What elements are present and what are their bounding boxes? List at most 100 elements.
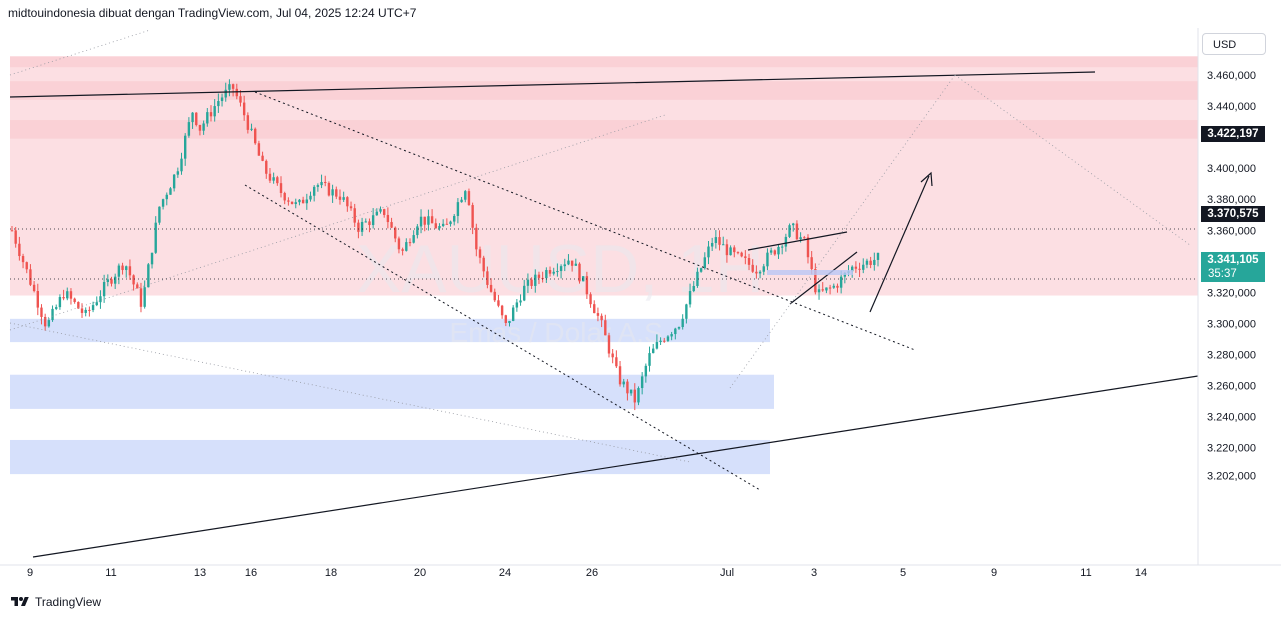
- candle-body: [567, 260, 570, 265]
- candle-body: [342, 197, 345, 200]
- candle-body: [570, 260, 574, 266]
- candle-body: [312, 186, 316, 196]
- candle-body: [497, 300, 500, 306]
- time-tick-label: 20: [414, 567, 426, 579]
- candle-body: [139, 288, 143, 307]
- candle-body: [294, 202, 297, 204]
- candle-body: [795, 223, 799, 240]
- candle-body: [685, 304, 688, 319]
- candle-body: [862, 264, 865, 270]
- candle-body: [733, 247, 736, 253]
- candle-body: [265, 160, 268, 174]
- candle-body: [176, 171, 180, 175]
- candle-body: [666, 336, 670, 341]
- candle-body: [36, 291, 39, 308]
- price-tick-label: 3.440,000: [1207, 101, 1256, 113]
- candle-body: [456, 202, 460, 216]
- candle-body: [792, 223, 795, 226]
- candle-body: [629, 389, 633, 394]
- candle-body: [596, 313, 600, 316]
- candle-body: [150, 252, 154, 265]
- price-tick-label: 3.380,000: [1207, 194, 1256, 206]
- candle-body: [261, 155, 264, 161]
- candle-body: [191, 112, 194, 123]
- candle-body: [58, 297, 62, 308]
- candle-body: [121, 265, 124, 271]
- tradingview-logo[interactable]: TradingView: [10, 595, 101, 609]
- candle-body: [276, 177, 279, 184]
- candle-body: [180, 158, 183, 172]
- candle-body: [755, 271, 758, 274]
- candle-body: [84, 309, 87, 313]
- candle-body: [500, 305, 504, 316]
- support-trendline: [32, 375, 1199, 558]
- candle-body: [21, 256, 25, 263]
- candle-body: [677, 327, 681, 329]
- candle-body: [254, 128, 257, 144]
- candle-body: [349, 206, 353, 209]
- candle-body: [62, 297, 65, 299]
- candle-body: [604, 320, 607, 336]
- supply-band-zone-1: [10, 56, 1198, 68]
- candle-body: [88, 309, 91, 311]
- candle-body: [585, 276, 589, 295]
- candle-body: [622, 381, 625, 385]
- candle-body: [523, 285, 526, 301]
- candle-body: [430, 216, 434, 224]
- watermark-description: Emas / Dolar A.S.: [450, 317, 671, 348]
- candle-body: [799, 237, 802, 240]
- candle-body: [154, 222, 157, 253]
- candle-body: [272, 177, 275, 181]
- candle-body: [618, 366, 622, 385]
- candle-body: [858, 268, 861, 270]
- demand-zone-5: [10, 374, 774, 409]
- candle-body: [132, 275, 135, 285]
- currency-button[interactable]: USD: [1202, 33, 1266, 55]
- time-tick-label: 14: [1135, 567, 1147, 579]
- candle-body: [195, 112, 198, 125]
- price-axis-ticks: 3.460,000 3.440,000 3.400,000 3.380,000 3.36…: [1207, 70, 1256, 483]
- candle-body: [515, 302, 519, 308]
- candle-body: [246, 115, 250, 130]
- candle-body: [224, 89, 227, 98]
- candle-body: [110, 279, 113, 284]
- candle-body: [394, 227, 397, 239]
- candle-body: [408, 242, 412, 244]
- candle-body: [412, 235, 415, 243]
- price-tick-label: 3.202,000: [1207, 471, 1256, 483]
- candle-body: [10, 230, 14, 232]
- candle-body: [471, 205, 474, 228]
- candle-body: [51, 308, 54, 321]
- candle-body: [600, 315, 603, 321]
- candle-body: [416, 226, 419, 236]
- tradingview-brand: TradingView: [35, 595, 102, 609]
- candle-body: [357, 222, 360, 232]
- candle-body: [397, 238, 401, 250]
- candle-body: [593, 304, 596, 314]
- demand-zone-6: [10, 439, 770, 475]
- time-tick-label: 24: [499, 567, 511, 579]
- candle-body: [360, 221, 364, 232]
- candle-body: [873, 259, 876, 265]
- candle-body: [320, 181, 323, 186]
- candle-body: [806, 237, 810, 258]
- candle-body: [217, 101, 220, 107]
- candle-body: [534, 274, 537, 286]
- candle-body: [327, 183, 331, 196]
- candle-body: [268, 173, 272, 181]
- candle-body: [581, 276, 585, 282]
- candle-body: [43, 316, 47, 327]
- candle-body: [228, 84, 231, 90]
- candle-body: [475, 227, 478, 250]
- time-tick-label: 9: [27, 567, 33, 579]
- time-tick-label: 11: [105, 567, 116, 579]
- supply-band-zone-3: [10, 120, 1198, 139]
- price-tick-label: 3.360,000: [1207, 225, 1256, 237]
- candle-body: [143, 287, 146, 307]
- candle-body: [788, 225, 791, 237]
- candle-body: [368, 221, 371, 226]
- candle-body: [626, 381, 629, 394]
- candle-body: [464, 191, 467, 200]
- candle-body: [335, 189, 338, 197]
